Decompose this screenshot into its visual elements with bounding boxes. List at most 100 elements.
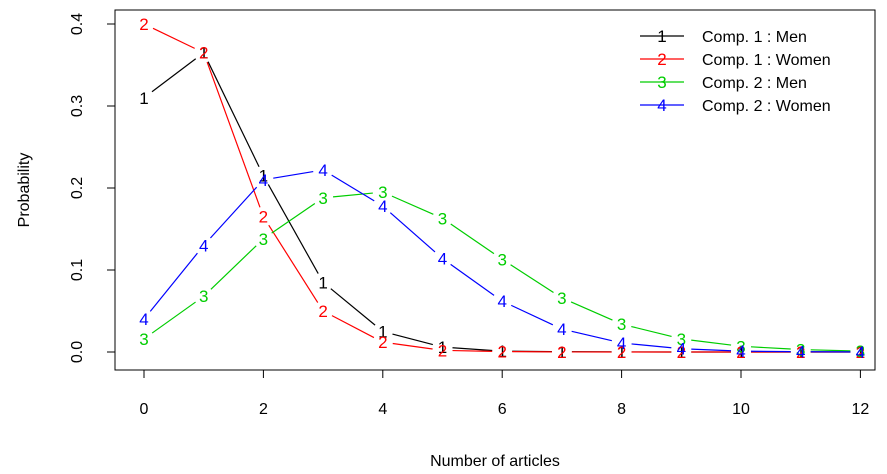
series-segment: [570, 301, 613, 321]
series-segment: [392, 333, 433, 346]
data-point: 1: [796, 343, 805, 362]
data-point: 4: [856, 343, 865, 362]
series-segment: [210, 245, 257, 290]
y-axis-title: Probability: [16, 153, 33, 228]
series-segment: [332, 192, 373, 198]
data-point: 3: [557, 289, 566, 308]
data-point: 3: [199, 287, 208, 306]
series-segment: [273, 170, 314, 179]
series-segment: [151, 301, 196, 334]
x-tick-label: 8: [617, 401, 626, 418]
x-axis-title: Number of articles: [430, 453, 560, 470]
series-segment: [571, 330, 612, 342]
series-segment: [267, 184, 319, 274]
x-tick-label: 2: [259, 401, 268, 418]
data-point: 4: [378, 197, 387, 216]
data-point: 1: [318, 273, 327, 292]
series-segment: [450, 223, 495, 255]
legend-label: Comp. 2 : Women: [702, 98, 831, 115]
data-point: 2: [139, 15, 148, 34]
data-point: 2: [736, 343, 745, 362]
x-tick-label: 12: [852, 401, 870, 418]
data-point: 4: [139, 310, 148, 329]
data-point: 2: [677, 343, 686, 362]
series-segment: [510, 264, 554, 293]
series-segment: [151, 58, 197, 93]
data-point: 2: [617, 343, 626, 362]
data-point: 1: [259, 167, 268, 186]
data-point: 1: [378, 323, 387, 342]
series-segment: [450, 263, 495, 296]
data-point: 1: [139, 89, 148, 108]
data-point: 1: [617, 343, 626, 362]
series-segment: [331, 174, 375, 202]
legend-label: Comp. 2 : Men: [702, 75, 807, 92]
data-point: 1: [438, 338, 447, 357]
data-point: 2: [557, 343, 566, 362]
series-segment: [391, 195, 434, 215]
data-point: 4: [259, 171, 268, 190]
data-point: 4: [677, 340, 686, 359]
legend-symbol: 3: [657, 73, 666, 92]
series-segment: [452, 347, 493, 352]
series-segment: [331, 315, 375, 339]
series-segment: [691, 348, 732, 352]
data-point: 1: [497, 342, 506, 361]
y-tick-label: 0.2: [69, 177, 86, 199]
data-point: 3: [796, 341, 805, 360]
series-segment: [330, 288, 376, 326]
data-point: 4: [796, 343, 805, 362]
x-axis: 0 2 4 6 8 10 12: [140, 369, 870, 418]
data-point: 4: [497, 292, 506, 311]
series-segment: [206, 61, 261, 208]
series-segment: [691, 339, 732, 346]
series-2: 2 2 2 2 2 2 2 2 2 2 2 2 2: [139, 15, 865, 362]
data-point: 3: [497, 250, 506, 269]
series-segment: [452, 349, 493, 352]
series-segment: [631, 325, 672, 338]
data-point: 3: [736, 337, 745, 356]
series-3: 3 3 3 3 3 3 3 3 3 3 3 3 3: [139, 183, 865, 361]
legend-item: 2 Comp. 1 : Women: [640, 50, 831, 69]
data-point: 2: [378, 333, 387, 352]
data-point: 4: [318, 161, 327, 180]
series-segment: [511, 304, 554, 326]
data-point: 3: [438, 209, 447, 228]
legend-label: Comp. 1 : Women: [702, 52, 831, 69]
data-point: 3: [318, 189, 327, 208]
data-point: 3: [139, 330, 148, 349]
data-point: 2: [796, 343, 805, 362]
data-point: 3: [677, 330, 686, 349]
x-tick-label: 0: [140, 401, 149, 418]
data-point: 3: [378, 183, 387, 202]
data-point: 2: [856, 343, 865, 362]
y-tick-label: 0.3: [69, 95, 86, 117]
data-point: 2: [438, 341, 447, 360]
series-segment: [149, 252, 198, 312]
data-point: 4: [736, 342, 745, 361]
series-segment: [152, 27, 195, 49]
data-point: 1: [856, 343, 865, 362]
data-point: 2: [199, 44, 208, 63]
data-point: 3: [856, 342, 865, 361]
series-segment: [631, 343, 672, 349]
data-point: 2: [497, 343, 506, 362]
legend: 1 Comp. 1 : Men 2 Comp. 1 : Women 3 Comp. 2 :…: [640, 27, 831, 115]
data-point: 3: [617, 315, 626, 334]
data-point: 1: [677, 343, 686, 362]
data-point: 2: [259, 208, 268, 227]
y-tick-label: 0.1: [69, 259, 86, 281]
y-tick-label: 0.4: [69, 13, 86, 35]
data-point: 1: [199, 44, 208, 63]
legend-item: 3 Comp. 2 : Men: [640, 73, 807, 92]
legend-label: Comp. 1 : Men: [702, 29, 807, 46]
series-segment: [750, 346, 791, 350]
data-point: 1: [557, 343, 566, 362]
legend-item: 4 Comp. 2 : Women: [640, 96, 831, 115]
y-tick-label: 0.0: [69, 341, 86, 363]
series-segment: [271, 203, 316, 234]
data-point: 4: [617, 334, 626, 353]
x-tick-label: 4: [378, 401, 387, 418]
legend-symbol: 1: [657, 27, 666, 46]
